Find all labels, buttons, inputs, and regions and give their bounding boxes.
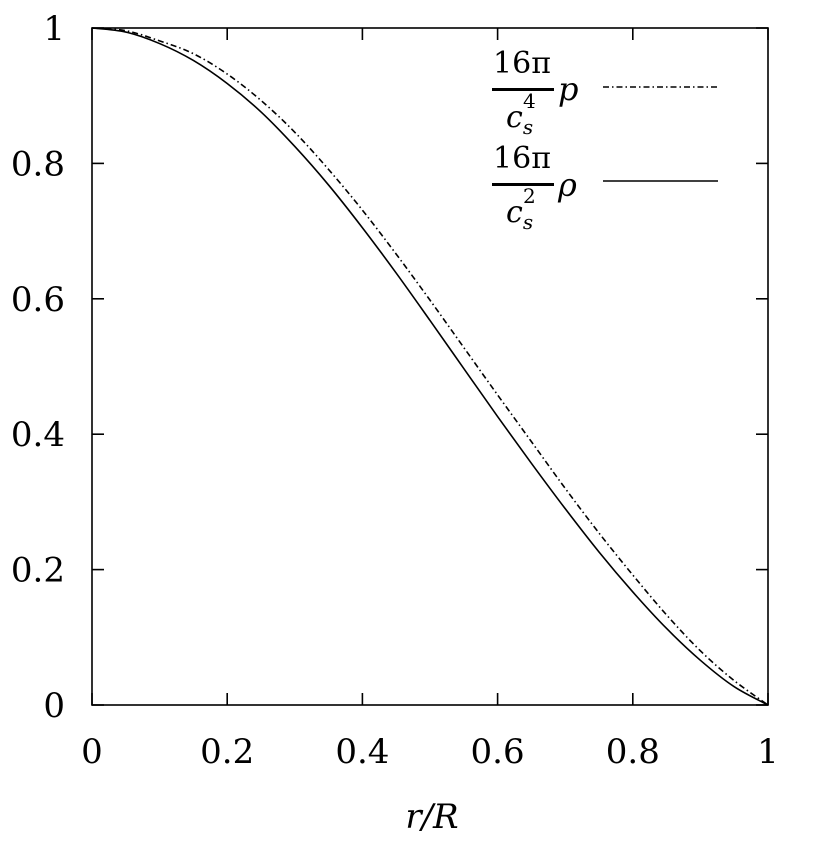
legend-p-fraction-bar	[492, 88, 554, 91]
legend-p-denominator-base: c	[506, 100, 523, 135]
x-tick-label: 0.8	[606, 732, 660, 772]
x-tick-label: 0.6	[471, 732, 525, 772]
series-line-p	[91, 27, 769, 706]
x-tick-label: 0	[81, 732, 103, 772]
legend-rho-numerator: 16π	[493, 141, 551, 176]
tick-labels: 0 0.2 0.4 0.6 0.8 1 0 0.2 0.4 0.6 0.8 1	[11, 9, 779, 772]
y-tick-label: 0	[43, 686, 65, 726]
x-axis-label: r/R	[405, 797, 458, 837]
plot-frame	[91, 27, 769, 706]
x-tick-label: 0.2	[200, 732, 254, 772]
plot-area	[91, 27, 769, 706]
series-layer	[91, 27, 769, 706]
legend-rho-denominator-base: c	[506, 195, 523, 230]
x-tick-label: 0.4	[335, 732, 389, 772]
legend-p-symbol: p	[558, 70, 578, 108]
y-tick-label: 1	[43, 9, 65, 49]
legend-p-numerator: 16π	[493, 46, 551, 81]
legend-p-denominator-sup: 4	[523, 89, 536, 113]
y-tick-label: 0.8	[11, 144, 65, 184]
legend-rho-fraction-bar	[492, 183, 554, 186]
legend-rho-symbol: ρ	[557, 166, 577, 204]
y-tick-label: 0.4	[11, 415, 65, 455]
axis-ticks	[91, 27, 769, 706]
legend-rho-denominator-sub: s	[523, 210, 533, 234]
y-tick-label: 0.6	[11, 280, 65, 320]
series-line-rho	[91, 27, 769, 706]
x-tick-label: 1	[757, 732, 779, 772]
legend-p-denominator: cs	[506, 100, 533, 139]
legend-rho-denominator: cs	[506, 195, 533, 234]
y-tick-label: 0.2	[11, 551, 65, 591]
legend-entry-p: 16π cs 4 p	[492, 46, 718, 139]
legend-rho-denominator-sup: 2	[523, 184, 536, 208]
legend-entry-rho: 16π cs 2 ρ	[492, 141, 718, 234]
legend-p-denominator-sub: s	[523, 115, 533, 139]
